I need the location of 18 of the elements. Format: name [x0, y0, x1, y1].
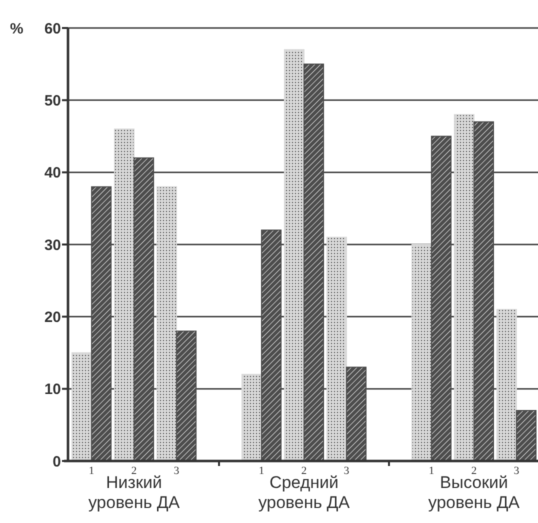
- y-tick-label: 20: [44, 308, 61, 326]
- bar: [241, 374, 262, 462]
- y-axis-title: %: [10, 20, 24, 38]
- bar: [326, 236, 347, 462]
- y-tick-label: 50: [44, 92, 61, 110]
- bar: [454, 114, 474, 462]
- y-tick-label: 0: [52, 453, 61, 470]
- y-tick-label: 60: [44, 20, 61, 38]
- y-tick-label: 10: [44, 381, 61, 398]
- bar: [114, 128, 135, 462]
- bar: [72, 352, 92, 462]
- bar: [516, 410, 536, 462]
- bar: [496, 308, 517, 462]
- bar: [284, 49, 304, 462]
- y-tick-label: 30: [44, 236, 61, 254]
- bar: [411, 244, 432, 462]
- bar: [156, 186, 178, 462]
- y-tick-label: 40: [44, 164, 61, 182]
